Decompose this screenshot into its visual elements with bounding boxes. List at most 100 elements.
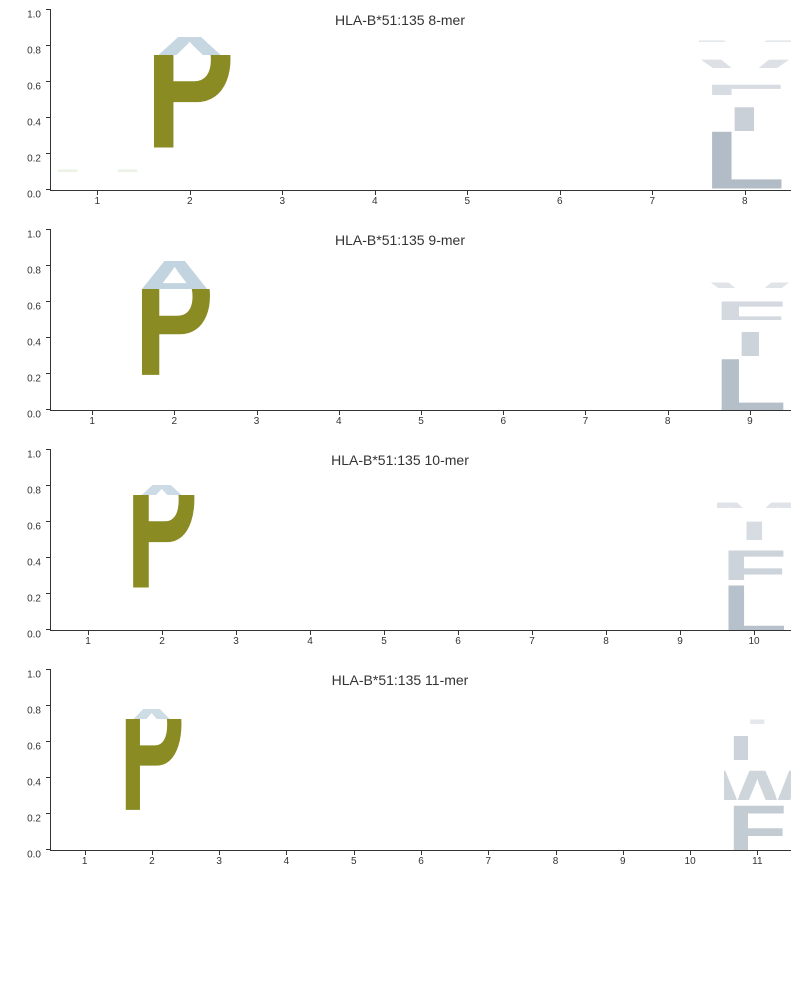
logo-letter: W (724, 760, 791, 800)
logo-letter: P (144, 55, 237, 190)
logo-letter: Y (51, 132, 144, 150)
logo-letter: A (462, 358, 544, 371)
x-tick-mark (488, 850, 489, 855)
logo-letter: L (199, 576, 273, 589)
logo-letter: E (387, 796, 454, 807)
logo-letter: G (273, 585, 347, 599)
logo-column: PA (144, 10, 237, 190)
y-axis: 0.00.20.40.60.81.0 (11, 230, 46, 410)
x-tick-label: 1 (85, 636, 91, 647)
logo-letter: A (627, 361, 709, 375)
logo-letter: I (699, 95, 792, 131)
logo-letter: L (717, 580, 791, 630)
x-tick-label: 2 (149, 856, 155, 867)
logo-letter: V (699, 42, 792, 67)
y-tick-label: 0.0 (27, 630, 41, 641)
logo-letter: H (514, 161, 607, 175)
logo-letter: M (51, 392, 133, 410)
logo-letter: Y (51, 778, 118, 791)
x-tick-mark (652, 190, 653, 195)
logo-letter: P (421, 616, 495, 630)
y-tick-label: 0.8 (27, 706, 41, 717)
logo-panel: HLA-B*51:135 11-mer0.00.20.40.60.81.0123… (10, 670, 790, 870)
logo-letter: F (51, 327, 133, 341)
logo-letter: L (236, 120, 329, 134)
y-axis: 0.00.20.40.60.81.0 (11, 10, 46, 190)
x-tick-mark (162, 630, 163, 635)
logo-column: LIFVMW (709, 230, 791, 410)
logo-column: PVIGAH (421, 10, 514, 190)
logo-column: PA (118, 670, 185, 850)
logo-column: PGDE (347, 450, 421, 630)
y-axis: 0.00.20.40.60.81.0 (11, 670, 46, 850)
logo-letter: V (569, 603, 643, 616)
logo-letter: G (347, 599, 421, 613)
x-tick-label: 7 (485, 856, 491, 867)
logo-letter: V (589, 809, 656, 822)
logo-panel: HLA-B*51:135 10-mer 0.00.20.40.60.81.0123… (10, 450, 790, 650)
logo-letter: G (380, 369, 462, 383)
logo-letter: M (186, 807, 253, 821)
logo-letter: P (133, 289, 215, 410)
x-tick-label: 2 (172, 416, 178, 427)
logo-column: EKMRD (329, 10, 422, 190)
logo-letter: P (347, 614, 421, 630)
y-tick-label: 1.0 (27, 670, 41, 681)
x-tick-mark (503, 410, 504, 415)
logo-letter: E (273, 572, 347, 585)
logo-letter: Y (199, 616, 273, 630)
logo-letter: K (329, 163, 422, 177)
panel-title: HLA-B*51:135 10-mer (331, 452, 469, 468)
x-tick-mark (88, 630, 89, 635)
y-tick-label: 0.4 (27, 778, 41, 789)
logo-letter: P (298, 394, 380, 410)
panel-title: HLA-B*51:135 11-mer (332, 672, 469, 688)
logo-letter: E (421, 578, 495, 589)
logo-letter: A (144, 23, 237, 55)
logo-column: HQFPE (544, 230, 626, 410)
x-tick-mark (458, 630, 459, 635)
logo-letter: G (298, 336, 380, 349)
x-tick-label: 10 (748, 636, 759, 647)
logo-letter: F (51, 803, 118, 817)
logo-letter: C (606, 177, 699, 190)
logo-column: IYVS (589, 670, 656, 850)
y-tick-label: 0.4 (27, 338, 41, 349)
y-tick-label: 0.4 (27, 558, 41, 569)
x-tick-mark (286, 850, 287, 855)
logo-column: TVAEK (627, 230, 709, 410)
logo-letter: T (627, 392, 709, 410)
x-tick-mark (623, 850, 624, 855)
y-tick-label: 0.8 (27, 46, 41, 57)
logo-letter: D (421, 589, 495, 602)
x-axis: 12345678910 (51, 630, 791, 650)
y-tick-label: 0.2 (27, 154, 41, 165)
logo-letter: D (51, 172, 144, 190)
logo-letter: D (329, 122, 422, 135)
logo-letter: P (380, 396, 462, 410)
x-tick-mark (560, 190, 561, 195)
x-tick-label: 3 (216, 856, 222, 867)
logo-panel: HLA-B*51:135 9-mer0.00.20.40.60.81.01234… (10, 230, 790, 430)
logo-letter: K (514, 149, 607, 162)
logo-letter: T (236, 107, 329, 120)
logo-letter: G (320, 809, 387, 822)
logo-column: MHFYI (51, 450, 125, 630)
logo-letter: E (606, 136, 699, 149)
panel-title: HLA-B*51:135 8-mer (335, 12, 465, 28)
x-tick-mark (85, 850, 86, 855)
logo-letter: E (380, 345, 462, 356)
logo-letter: D (199, 589, 273, 602)
logo-letter: M (329, 149, 422, 163)
logo-column: PA (133, 230, 215, 410)
y-axis: 0.00.20.40.60.81.0 (11, 450, 46, 630)
logo-letter: P (569, 616, 643, 630)
y-tick-label: 0.0 (27, 190, 41, 201)
x-tick-mark (690, 850, 691, 855)
logo-letter: G (462, 383, 544, 396)
x-tick-label: 7 (583, 416, 589, 427)
logo-column: FWLIMV (724, 670, 791, 850)
y-tick-label: 0.2 (27, 814, 41, 825)
logo-letter: Y (51, 567, 125, 581)
x-tick-label: 4 (307, 636, 313, 647)
